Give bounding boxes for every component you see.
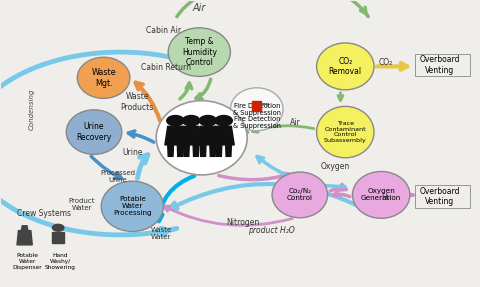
Ellipse shape xyxy=(317,106,374,158)
Text: CO₂: CO₂ xyxy=(379,58,393,67)
Text: Potable
Water
Processing: Potable Water Processing xyxy=(113,196,152,216)
Polygon shape xyxy=(52,232,64,243)
Text: Oxygen
Generation: Oxygen Generation xyxy=(361,188,401,201)
Circle shape xyxy=(199,115,216,126)
Text: product H₂O: product H₂O xyxy=(248,226,295,235)
Polygon shape xyxy=(197,126,218,145)
Text: Oxygen: Oxygen xyxy=(321,162,350,171)
Text: Urine: Urine xyxy=(122,148,143,157)
Ellipse shape xyxy=(66,110,122,154)
Polygon shape xyxy=(200,145,206,156)
Polygon shape xyxy=(210,145,216,156)
Text: Condensing: Condensing xyxy=(29,88,35,130)
Text: Cabin Air: Cabin Air xyxy=(146,26,181,35)
Polygon shape xyxy=(252,101,261,111)
Ellipse shape xyxy=(101,181,163,232)
Polygon shape xyxy=(168,145,173,156)
Text: Cabin Return: Cabin Return xyxy=(141,63,191,72)
Text: H₂: H₂ xyxy=(382,193,390,202)
Circle shape xyxy=(215,115,232,126)
Polygon shape xyxy=(213,126,234,145)
Polygon shape xyxy=(226,145,231,156)
Text: Hand
Washy/
Showering: Hand Washy/ Showering xyxy=(45,253,76,270)
Polygon shape xyxy=(183,145,189,156)
Text: Trace
Contaminant
Control
Subassembly: Trace Contaminant Control Subassembly xyxy=(324,121,367,143)
Ellipse shape xyxy=(156,101,247,175)
Ellipse shape xyxy=(230,88,283,131)
Text: Waste
Mgt.: Waste Mgt. xyxy=(91,68,116,88)
Circle shape xyxy=(182,115,200,126)
Text: Processed
Urine: Processed Urine xyxy=(100,170,135,183)
Text: CO₂
Removal: CO₂ Removal xyxy=(329,57,362,76)
Text: Air: Air xyxy=(192,3,206,13)
Text: Air: Air xyxy=(289,118,300,127)
Polygon shape xyxy=(216,145,222,156)
Text: Co₂/N₂
Control: Co₂/N₂ Control xyxy=(287,188,313,201)
Text: Fire Detection
& Suppression: Fire Detection & Suppression xyxy=(233,103,281,116)
Text: Overboard
Venting: Overboard Venting xyxy=(420,55,460,75)
Text: Crew Systems: Crew Systems xyxy=(17,209,71,218)
Ellipse shape xyxy=(272,172,327,218)
Circle shape xyxy=(167,115,184,126)
Text: Waste
Water: Waste Water xyxy=(150,227,172,240)
Polygon shape xyxy=(21,226,28,231)
Polygon shape xyxy=(193,145,199,156)
Text: Urine
Recovery: Urine Recovery xyxy=(76,122,112,142)
Ellipse shape xyxy=(168,28,230,76)
Text: Waste
Products: Waste Products xyxy=(120,92,154,112)
Text: Fire Detection
& Suppression: Fire Detection & Suppression xyxy=(233,116,281,129)
Text: Overboard
Venting: Overboard Venting xyxy=(420,187,460,206)
Ellipse shape xyxy=(352,172,410,218)
Polygon shape xyxy=(165,126,186,145)
Text: Product
Water: Product Water xyxy=(69,198,96,212)
Text: Potable
Water
Dispenser: Potable Water Dispenser xyxy=(12,253,42,270)
Circle shape xyxy=(52,224,64,231)
Text: Nitrogen: Nitrogen xyxy=(226,218,259,226)
Polygon shape xyxy=(177,145,183,156)
Polygon shape xyxy=(17,231,32,245)
Polygon shape xyxy=(180,126,202,145)
Ellipse shape xyxy=(317,43,374,90)
Text: Temp &
Humidity
Control: Temp & Humidity Control xyxy=(182,37,217,67)
Ellipse shape xyxy=(77,57,130,98)
